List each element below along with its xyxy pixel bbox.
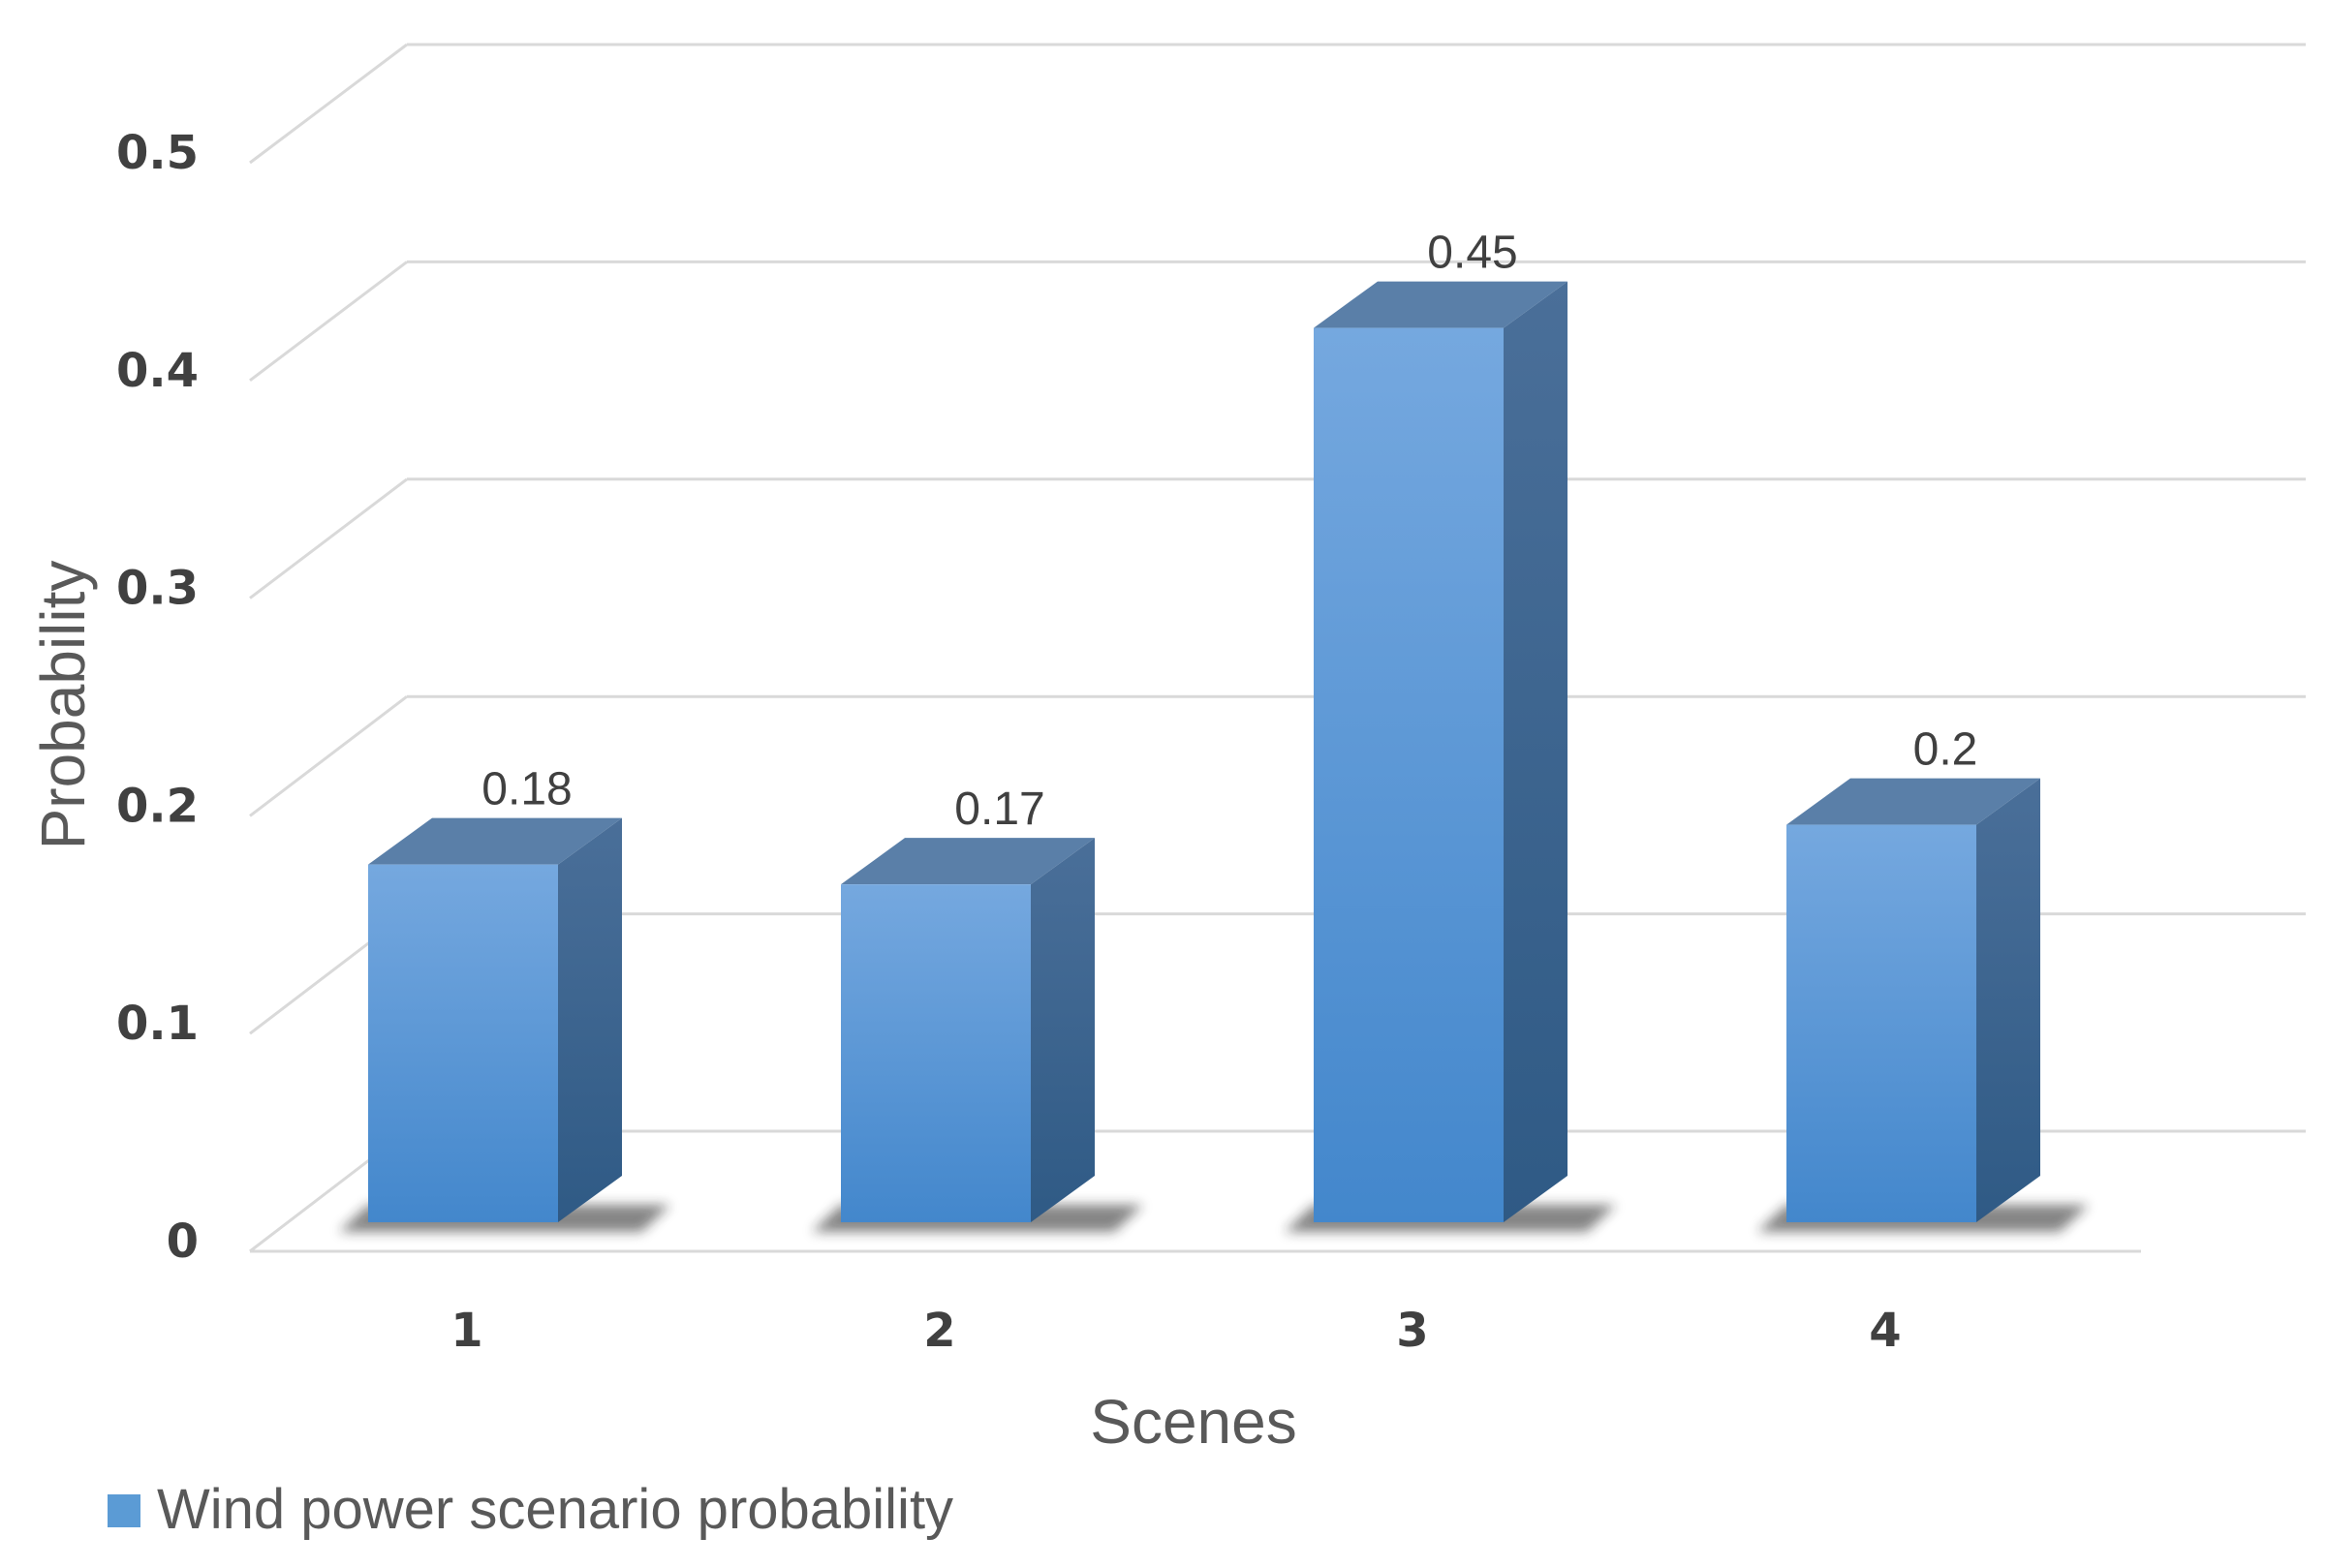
bar-top [368,817,622,865]
y-tick-label: 0.2 [116,779,199,833]
legend-label: Wind power scenario probability [157,1478,953,1541]
gridline-diagonal [249,477,408,600]
bars: 0.18 0.17 0.45 0.2 [339,228,2089,1232]
bar: 0.2 [1757,724,2089,1232]
y-tick-label: 0.4 [116,344,199,398]
x-axis-title: Scenes [1090,1387,1296,1457]
bar-top [1786,778,2040,825]
gridline-diagonal [249,43,408,165]
bar-top [1314,281,1568,328]
gridline-diagonal [249,261,408,382]
bar-top [841,838,1095,885]
bar-front [368,864,558,1222]
x-axis-ticks: 1 2 3 4 [450,1304,1901,1358]
bar-side [1976,778,2040,1222]
data-label: 0.2 [1913,724,1978,776]
bar-front [841,884,1031,1222]
x-tick-label: 2 [923,1304,955,1358]
y-tick-label: 0.1 [116,997,199,1051]
x-tick-label: 1 [450,1304,482,1358]
bar-side [1504,281,1568,1223]
bar-side [1031,838,1095,1222]
y-tick-label: 0 [167,1214,199,1269]
bar-front [1786,824,1976,1222]
legend-swatch [108,1494,140,1527]
data-label: 0.18 [481,764,572,815]
bar: 0.45 [1285,228,1616,1232]
y-tick-label: 0.5 [116,126,199,180]
bar: 0.18 [339,764,670,1232]
y-axis-title: Probability [28,561,98,850]
data-label: 0.45 [1427,228,1517,279]
x-tick-label: 4 [1869,1304,1901,1358]
y-tick-label: 0.3 [116,562,199,616]
legend: Wind power scenario probability [108,1478,953,1541]
bar-front [1314,327,1504,1223]
data-label: 0.17 [954,784,1044,835]
bar-side [558,817,622,1222]
y-axis-ticks: 0 0.1 0.2 0.3 0.4 0.5 [116,126,199,1269]
bar: 0.17 [812,784,1143,1232]
x-tick-label: 3 [1396,1304,1428,1358]
gridline-diagonal [249,695,408,817]
